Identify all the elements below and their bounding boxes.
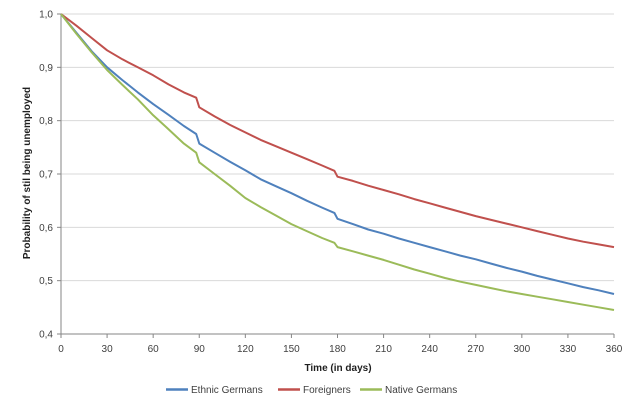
- legend: Ethnic Germans Foreigners Native Germans: [166, 385, 457, 396]
- x-tick-label: 210: [375, 344, 392, 355]
- y-tick-label: 0,4: [39, 330, 53, 341]
- x-tick-label: 90: [194, 344, 206, 355]
- x-axis-title: Time (in days): [304, 363, 371, 374]
- x-tick-label: 0: [58, 344, 64, 355]
- legend-label: Native Germans: [385, 385, 457, 396]
- series-lines: [60, 13, 615, 311]
- y-tick-label: 0,8: [39, 116, 53, 127]
- x-tick-label: 150: [283, 344, 300, 355]
- x-tick-label: 300: [513, 344, 530, 355]
- x-tick-label: 270: [467, 344, 484, 355]
- x-tick-label: 360: [606, 344, 623, 355]
- legend-item-native-germans: Native Germans: [360, 385, 457, 396]
- series-line-ethnic-germans: [60, 13, 615, 295]
- gridlines: [61, 13, 614, 282]
- x-tick-label: 180: [329, 344, 346, 355]
- y-tick-label: 0,6: [39, 223, 53, 234]
- legend-label: Ethnic Germans: [191, 385, 263, 396]
- x-tick-label: 240: [421, 344, 438, 355]
- legend-item-foreigners: Foreigners: [278, 385, 351, 396]
- legend-item-ethnic-germans: Ethnic Germans: [166, 385, 263, 396]
- tick-labels: 0,4 0,5 0,6 0,7 0,8 0,9 1,0 0 30 60 90 120 150 180 210…: [39, 10, 623, 356]
- y-axis-title: Probability of stil being unemployed: [22, 87, 33, 259]
- x-tick-label: 30: [102, 344, 114, 355]
- legend-label: Foreigners: [303, 385, 351, 396]
- y-tick-label: 1,0: [39, 10, 53, 21]
- series-line-foreigners: [60, 13, 615, 249]
- axes: [57, 13, 615, 338]
- y-tick-label: 0,7: [39, 170, 53, 181]
- x-tick-label: 330: [560, 344, 577, 355]
- y-tick-label: 0,9: [39, 63, 53, 74]
- y-tick-label: 0,5: [39, 276, 53, 287]
- x-tick-label: 120: [237, 344, 254, 355]
- x-tick-label: 60: [148, 344, 160, 355]
- series-line-native-germans: [60, 13, 615, 311]
